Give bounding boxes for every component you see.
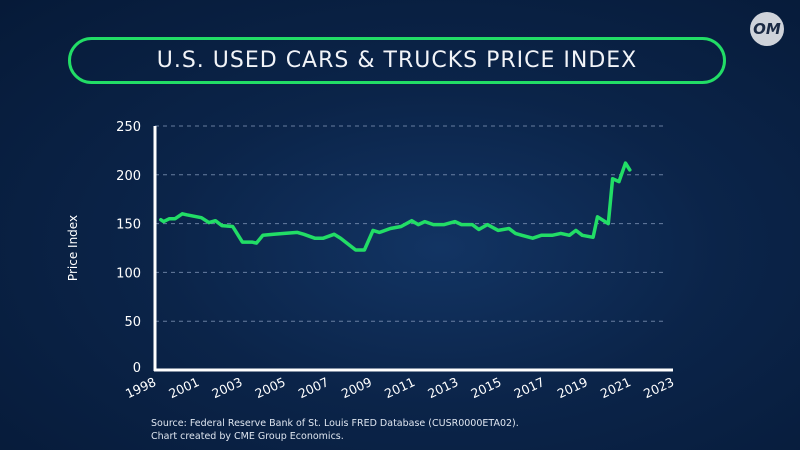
x-tick-label: 2019 [555,374,590,401]
logo-text: OM [753,20,781,38]
x-tick-label: 2015 [468,374,503,401]
y-tick-label: 150 [116,218,141,233]
x-tick-label: 2007 [296,374,331,401]
x-tick-label: 2005 [253,374,288,401]
x-tick-label: 2011 [382,374,417,401]
y-tick-label: 50 [124,315,141,330]
y-axis-label: Price Index [66,215,80,281]
x-tick-label: 2013 [425,374,460,401]
chart-title-banner: U.S. USED CARS & TRUCKS PRICE INDEX [68,37,726,84]
y-tick-label: 250 [116,120,141,135]
credit-text: Chart created by CME Group Economics. [151,431,344,442]
source-text: Source: Federal Reserve Bank of St. Loui… [151,418,519,429]
x-tick-label: 2009 [339,374,374,401]
x-tick-label: 2017 [512,374,547,401]
y-tick-label: 0 [133,361,141,376]
brand-logo: OM [750,12,784,46]
y-tick-label: 200 [116,169,141,184]
x-tick-label: 2003 [209,374,244,401]
y-tick-label: 100 [116,266,141,281]
x-tick-label: 1998 [123,374,158,401]
series-line-price-index [159,161,632,252]
x-tick-label: 2021 [598,374,633,401]
x-tick-label: 2023 [641,374,676,401]
chart-source: Source: Federal Reserve Bank of St. Loui… [151,417,519,443]
x-tick-label: 2001 [166,374,201,401]
chart-title: U.S. USED CARS & TRUCKS PRICE INDEX [156,48,638,73]
